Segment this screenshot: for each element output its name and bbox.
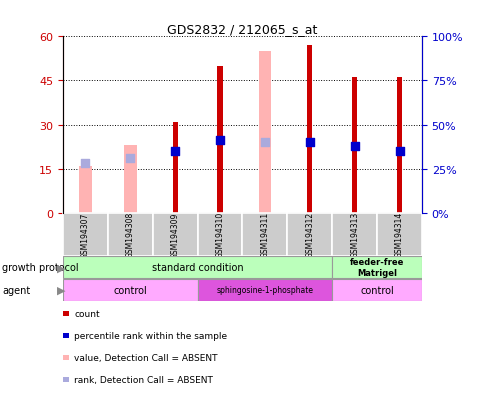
- Text: agent: agent: [2, 285, 30, 295]
- Bar: [197, 214, 242, 256]
- Text: control: control: [360, 285, 393, 295]
- Point: [216, 138, 224, 145]
- Bar: [172, 122, 178, 214]
- Bar: [376, 214, 421, 256]
- Text: GSM194311: GSM194311: [260, 212, 269, 258]
- Bar: [242, 214, 287, 256]
- Text: value, Detection Call = ABSENT: value, Detection Call = ABSENT: [74, 353, 217, 362]
- Bar: [306, 46, 312, 214]
- Point: [126, 155, 134, 162]
- Point: [350, 143, 358, 150]
- Text: standard condition: standard condition: [151, 263, 243, 273]
- Bar: [332, 279, 421, 301]
- Text: percentile rank within the sample: percentile rank within the sample: [74, 331, 227, 340]
- Bar: [332, 256, 421, 278]
- Bar: [287, 214, 332, 256]
- Bar: [332, 214, 376, 256]
- Text: growth protocol: growth protocol: [2, 263, 79, 273]
- Text: GSM194310: GSM194310: [215, 212, 224, 258]
- Bar: [217, 66, 222, 214]
- Bar: [124, 146, 136, 214]
- Text: count: count: [74, 309, 100, 318]
- Text: GSM194314: GSM194314: [394, 212, 403, 258]
- Point: [171, 148, 179, 155]
- Bar: [396, 78, 401, 214]
- Bar: [152, 214, 197, 256]
- Text: GSM194312: GSM194312: [304, 212, 314, 258]
- Text: GSM194313: GSM194313: [349, 212, 359, 258]
- Text: ▶: ▶: [57, 263, 66, 273]
- Bar: [107, 214, 152, 256]
- Point: [260, 140, 268, 146]
- Text: GSM194309: GSM194309: [170, 211, 180, 258]
- Text: rank, Detection Call = ABSENT: rank, Detection Call = ABSENT: [74, 375, 212, 384]
- Text: sphingosine-1-phosphate: sphingosine-1-phosphate: [216, 286, 313, 294]
- Point: [305, 140, 313, 146]
- Point: [81, 161, 89, 167]
- Bar: [197, 279, 332, 301]
- Text: control: control: [113, 285, 147, 295]
- Text: GSM194307: GSM194307: [81, 211, 90, 258]
- Bar: [79, 166, 91, 214]
- Bar: [63, 214, 107, 256]
- Point: [395, 148, 403, 155]
- Text: GSM194308: GSM194308: [125, 212, 135, 258]
- Bar: [63, 256, 332, 278]
- Text: ▶: ▶: [57, 285, 66, 295]
- Bar: [63, 279, 197, 301]
- Bar: [351, 78, 357, 214]
- Bar: [258, 52, 271, 214]
- Title: GDS2832 / 212065_s_at: GDS2832 / 212065_s_at: [167, 23, 317, 36]
- Text: feeder-free
Matrigel: feeder-free Matrigel: [349, 258, 404, 277]
